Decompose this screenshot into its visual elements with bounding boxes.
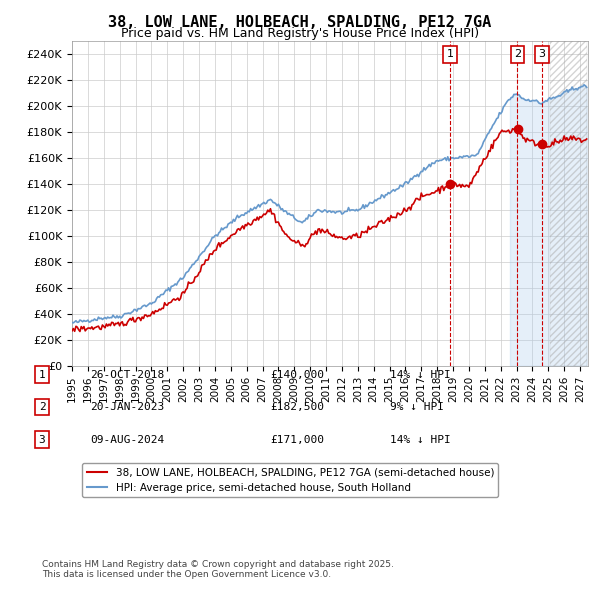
Text: 38, LOW LANE, HOLBEACH, SPALDING, PE12 7GA: 38, LOW LANE, HOLBEACH, SPALDING, PE12 7… [109,15,491,30]
Text: £171,000: £171,000 [270,435,324,444]
Text: 1: 1 [38,370,46,379]
Text: Contains HM Land Registry data © Crown copyright and database right 2025.
This d: Contains HM Land Registry data © Crown c… [42,560,394,579]
Text: 14% ↓ HPI: 14% ↓ HPI [390,370,451,379]
Legend: 38, LOW LANE, HOLBEACH, SPALDING, PE12 7GA (semi-detached house), HPI: Average p: 38, LOW LANE, HOLBEACH, SPALDING, PE12 7… [82,463,499,497]
Text: 2: 2 [38,402,46,412]
Text: 2: 2 [514,50,521,59]
Text: £140,000: £140,000 [270,370,324,379]
Text: Price paid vs. HM Land Registry's House Price Index (HPI): Price paid vs. HM Land Registry's House … [121,27,479,40]
Text: 14% ↓ HPI: 14% ↓ HPI [390,435,451,444]
Text: 1: 1 [446,50,454,59]
Text: 20-JAN-2023: 20-JAN-2023 [90,402,164,412]
Text: 9% ↓ HPI: 9% ↓ HPI [390,402,444,412]
Text: 3: 3 [539,50,545,59]
Text: 3: 3 [38,435,46,444]
Text: 09-AUG-2024: 09-AUG-2024 [90,435,164,444]
Text: 26-OCT-2018: 26-OCT-2018 [90,370,164,379]
Text: £182,500: £182,500 [270,402,324,412]
